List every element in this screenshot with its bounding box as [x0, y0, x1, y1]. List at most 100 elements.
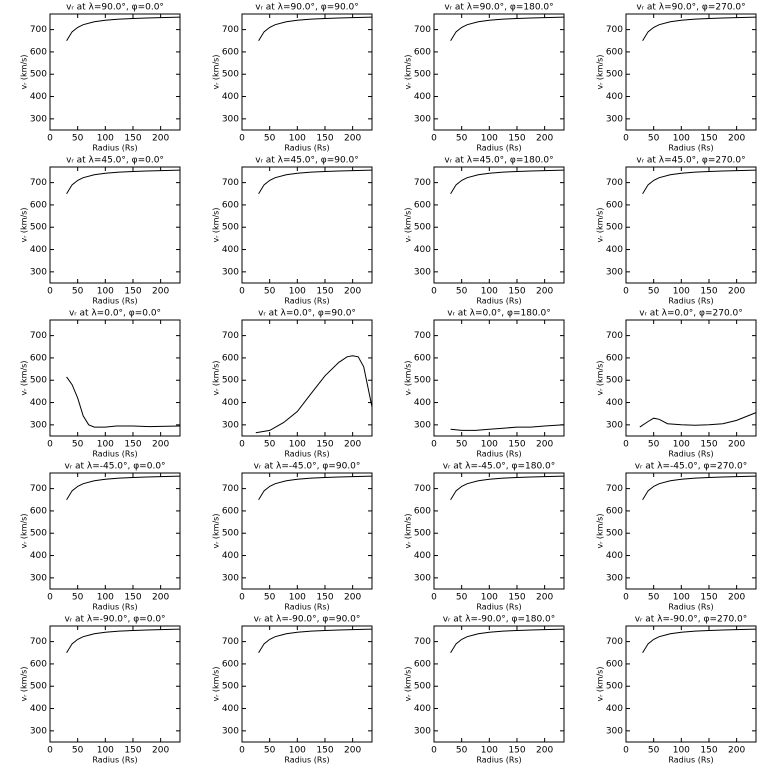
y-tick-label: 600 [30, 353, 47, 363]
y-tick-label: 600 [222, 353, 239, 363]
x-tick-label: 200 [728, 746, 745, 756]
panel: vᵣ at λ=45.0°, φ=0.0° 0 50 100 150 200 300 400 5… [20, 156, 181, 306]
x-axis-label: Radius (Rs) [476, 756, 521, 765]
y-tick-label: 600 [606, 200, 623, 210]
y-tick-label: 300 [414, 267, 431, 277]
y-tick-label: 400 [222, 245, 239, 255]
plot-frame [241, 166, 373, 284]
data-line [66, 376, 181, 428]
y-tick-label: 700 [222, 484, 239, 494]
plot-frame [433, 166, 565, 284]
y-tick-label: 600 [30, 47, 47, 57]
data-line [66, 628, 181, 654]
y-axis-label: vᵣ (km/s) [20, 208, 29, 243]
x-axis-label: Radius (Rs) [92, 756, 137, 765]
y-axis-label: vᵣ (km/s) [212, 208, 221, 243]
plot-frame [241, 13, 373, 131]
x-tick-label: 200 [536, 134, 553, 144]
x-tick-label: 200 [536, 746, 553, 756]
x-tick-label: 150 [700, 134, 717, 144]
y-tick-label: 700 [414, 637, 431, 647]
x-tick-label: 50 [72, 593, 84, 603]
x-tick-label: 0 [623, 746, 629, 756]
x-axis-label: Radius (Rs) [668, 144, 713, 153]
y-axis-label: vᵣ (km/s) [20, 361, 29, 396]
data-line [450, 16, 565, 42]
y-tick-label: 400 [414, 398, 431, 408]
y-tick-label: 600 [30, 200, 47, 210]
data-line [642, 475, 757, 501]
y-tick-label: 500 [222, 682, 239, 692]
panel: vᵣ at λ=90.0°, φ=90.0° 0 50 100 150 200 300 400… [212, 3, 373, 153]
data-line [255, 355, 373, 434]
plot-frame [433, 625, 565, 743]
y-tick-label: 300 [414, 114, 431, 124]
x-tick-label: 100 [97, 593, 114, 603]
x-tick-label: 200 [536, 593, 553, 603]
x-tick-label: 200 [152, 440, 169, 450]
y-tick-label: 600 [30, 659, 47, 669]
panel: vᵣ at λ=-45.0°, φ=270.0° 0 50 100 150 200 300 4… [596, 462, 757, 612]
y-axis-label: vᵣ (km/s) [404, 55, 413, 90]
y-tick-label: 700 [414, 331, 431, 341]
x-tick-label: 50 [456, 287, 468, 297]
x-tick-label: 100 [481, 440, 498, 450]
y-axis-label: vᵣ (km/s) [404, 514, 413, 549]
y-tick-label: 700 [606, 331, 623, 341]
y-tick-label: 300 [30, 420, 47, 430]
x-tick-label: 0 [431, 746, 437, 756]
plot-frame [49, 13, 181, 131]
y-axis-label: vᵣ (km/s) [20, 667, 29, 702]
data-line [66, 16, 181, 42]
y-tick-label: 400 [30, 92, 47, 102]
panel-title: vᵣ at λ=-90.0°, φ=180.0° [443, 615, 556, 625]
x-tick-label: 150 [700, 440, 717, 450]
y-tick-label: 700 [30, 637, 47, 647]
x-tick-label: 150 [316, 134, 333, 144]
x-tick-label: 50 [264, 593, 276, 603]
x-tick-label: 0 [431, 593, 437, 603]
x-tick-label: 100 [673, 134, 690, 144]
y-axis-label: vᵣ (km/s) [212, 361, 221, 396]
y-tick-label: 500 [606, 223, 623, 233]
panel: vᵣ at λ=0.0°, φ=270.0° 0 50 100 150 200 300 400… [596, 309, 757, 459]
x-tick-label: 200 [344, 287, 361, 297]
plot-frame [433, 13, 565, 131]
x-tick-label: 0 [239, 746, 245, 756]
x-tick-label: 0 [47, 440, 53, 450]
data-line [450, 475, 565, 501]
x-axis-label: Radius (Rs) [92, 603, 137, 612]
y-tick-label: 700 [222, 637, 239, 647]
y-tick-label: 500 [606, 682, 623, 692]
y-tick-label: 400 [414, 245, 431, 255]
y-tick-label: 300 [414, 726, 431, 736]
y-tick-label: 300 [414, 573, 431, 583]
y-tick-label: 600 [606, 353, 623, 363]
x-axis-label: Radius (Rs) [92, 144, 137, 153]
x-axis-label: Radius (Rs) [476, 297, 521, 306]
y-tick-label: 400 [606, 704, 623, 714]
panel-title: vᵣ at λ=45.0°, φ=0.0° [66, 156, 164, 166]
x-tick-label: 0 [623, 287, 629, 297]
y-tick-label: 600 [222, 506, 239, 516]
x-tick-label: 100 [97, 287, 114, 297]
y-tick-label: 500 [414, 376, 431, 386]
x-tick-label: 100 [481, 134, 498, 144]
y-tick-label: 500 [222, 70, 239, 80]
y-tick-label: 400 [606, 551, 623, 561]
x-tick-label: 150 [700, 287, 717, 297]
panel: vᵣ at λ=-90.0°, φ=180.0° 0 50 100 150 200 300 4… [404, 615, 565, 765]
y-tick-label: 600 [30, 506, 47, 516]
panel: vᵣ at λ=0.0°, φ=90.0° 0 50 100 150 200 300 400 5… [212, 309, 373, 459]
x-axis-label: Radius (Rs) [476, 603, 521, 612]
x-tick-label: 50 [456, 134, 468, 144]
x-tick-label: 0 [239, 440, 245, 450]
x-tick-label: 50 [72, 287, 84, 297]
x-axis-label: Radius (Rs) [668, 603, 713, 612]
y-axis-label: vᵣ (km/s) [596, 208, 605, 243]
y-tick-label: 600 [606, 47, 623, 57]
panel: vᵣ at λ=-45.0°, φ=90.0° 0 50 100 150 200 300 40… [212, 462, 373, 612]
y-axis-label: vᵣ (km/s) [596, 667, 605, 702]
y-tick-label: 400 [222, 398, 239, 408]
x-tick-label: 150 [508, 287, 525, 297]
